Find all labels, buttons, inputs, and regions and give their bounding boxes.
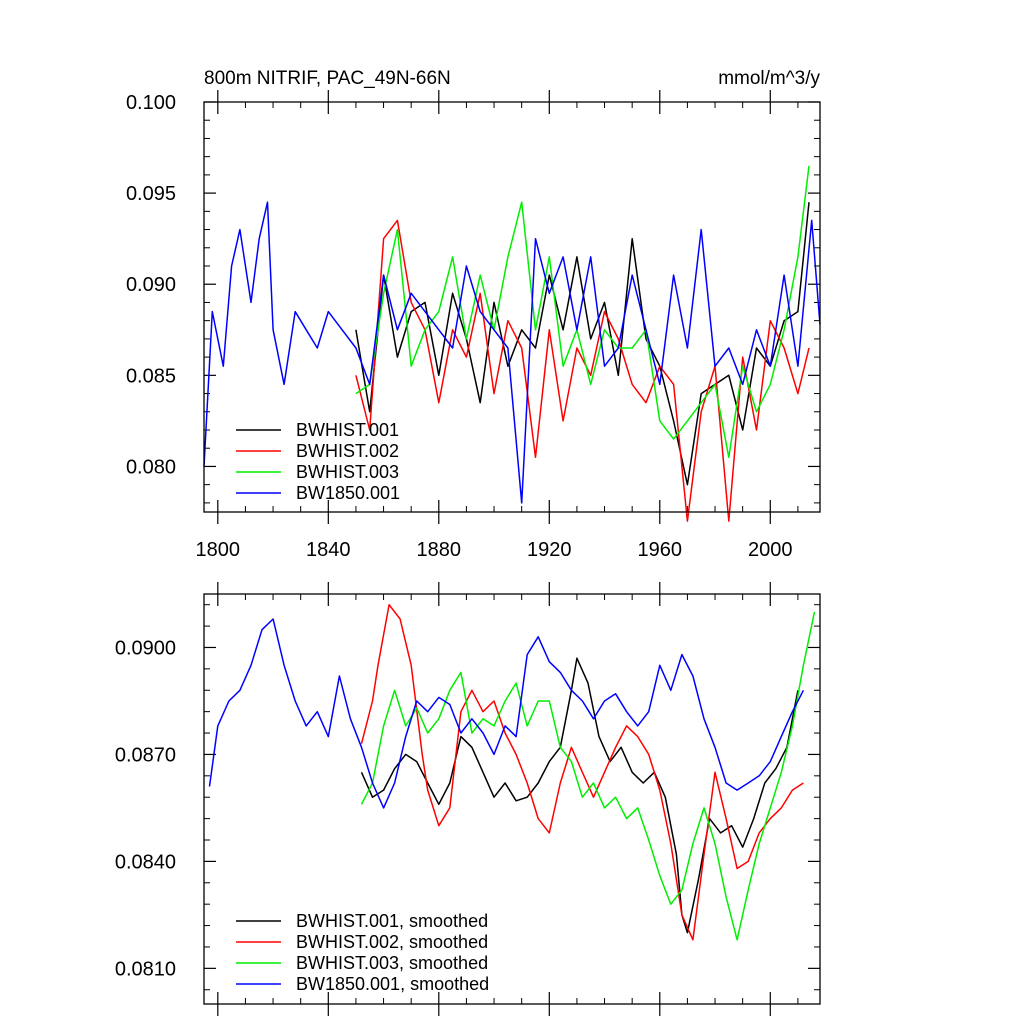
series-line-1 bbox=[355, 202, 810, 486]
top-plot-frame bbox=[203, 101, 821, 513]
x-tick-label: 1960 bbox=[638, 539, 683, 561]
y-tick-label: 0.085 bbox=[126, 365, 176, 387]
y-tick-label: 0.095 bbox=[126, 183, 176, 205]
series-line-4 bbox=[203, 201, 821, 504]
series-line-2 bbox=[355, 219, 810, 522]
x-tick-label: 2000 bbox=[748, 539, 793, 561]
y-tick-label: 0.0810 bbox=[115, 958, 176, 980]
x-tick-label: 1880 bbox=[417, 539, 462, 561]
series-line-4 bbox=[208, 618, 805, 809]
y-tick-label: 0.080 bbox=[126, 456, 176, 478]
series-line-2 bbox=[360, 603, 804, 941]
legend-label: BWHIST.003, smoothed bbox=[296, 953, 488, 973]
legend-label: BWHIST.002 bbox=[296, 441, 399, 461]
x-tick-label: 1800 bbox=[196, 539, 241, 561]
chart-title: 800m NITRIF, PAC_49N-66N bbox=[204, 68, 451, 89]
legend-label: BWHIST.001, smoothed bbox=[296, 911, 488, 931]
legend-label: BW1850.001, smoothed bbox=[296, 974, 489, 994]
legend-label: BWHIST.002, smoothed bbox=[296, 932, 488, 952]
series-line-3 bbox=[355, 165, 810, 459]
y-tick-label: 0.0870 bbox=[115, 744, 176, 766]
x-tick-label: 1920 bbox=[527, 539, 572, 561]
series-line-3 bbox=[360, 611, 816, 941]
top-panel: 800m NITRIF, PAC_49N-66N mmol/m^3/y 1800… bbox=[126, 68, 821, 561]
y-tick-label: 0.100 bbox=[126, 92, 176, 114]
x-tick-label: 1840 bbox=[306, 539, 351, 561]
bottom-panel: 0.0810 0.0840 0.0870 0.0900 BWHIST.001, smo… bbox=[115, 582, 821, 1016]
bottom-plot-frame bbox=[203, 593, 821, 1005]
y-tick-label: 0.090 bbox=[126, 274, 176, 296]
legend-label: BWHIST.003 bbox=[296, 462, 399, 482]
y-tick-label: 0.0840 bbox=[115, 851, 176, 873]
legend-label: BWHIST.001 bbox=[296, 420, 399, 440]
units-label: mmol/m^3/y bbox=[718, 68, 820, 89]
series-line-1 bbox=[360, 657, 799, 934]
legend-label: BW1850.001 bbox=[296, 483, 400, 503]
y-tick-label: 0.0900 bbox=[115, 637, 176, 659]
